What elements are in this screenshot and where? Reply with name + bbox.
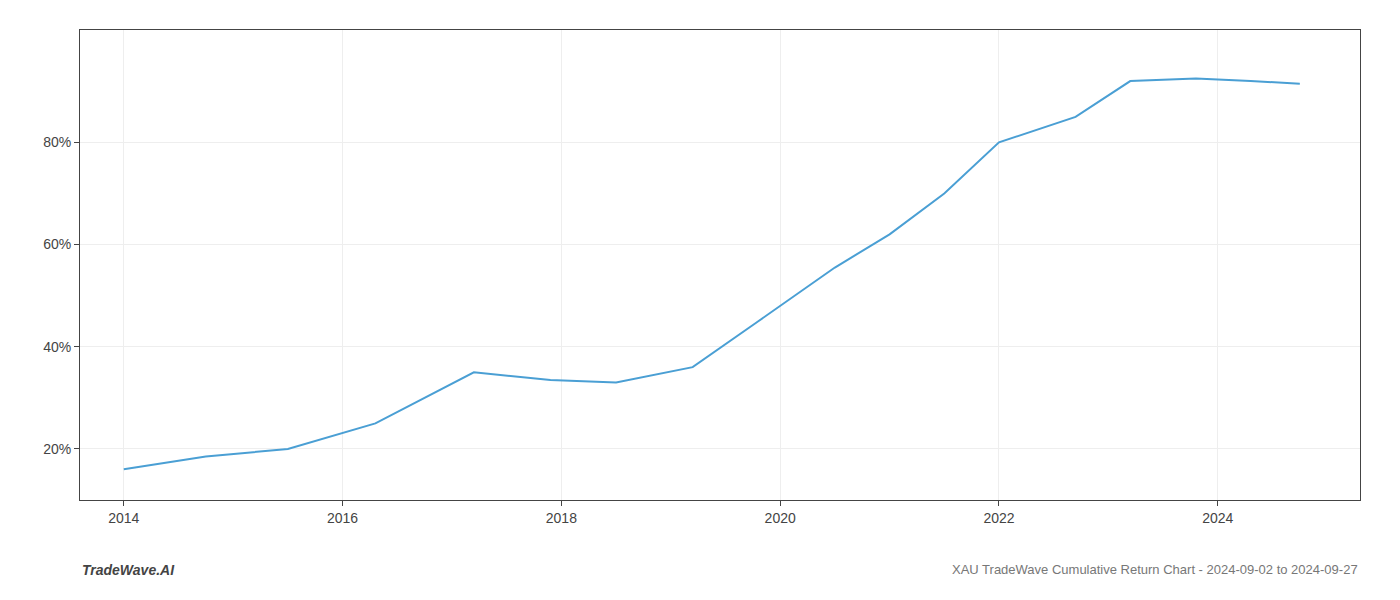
svg-text:2022: 2022 bbox=[983, 510, 1014, 526]
svg-text:2016: 2016 bbox=[327, 510, 358, 526]
svg-text:40%: 40% bbox=[43, 339, 71, 355]
svg-text:2024: 2024 bbox=[1202, 510, 1233, 526]
svg-text:TradeWave.AI: TradeWave.AI bbox=[82, 562, 175, 578]
svg-text:2020: 2020 bbox=[765, 510, 796, 526]
svg-text:2018: 2018 bbox=[546, 510, 577, 526]
svg-text:80%: 80% bbox=[43, 134, 71, 150]
svg-text:2014: 2014 bbox=[108, 510, 139, 526]
svg-text:20%: 20% bbox=[43, 441, 71, 457]
svg-text:60%: 60% bbox=[43, 236, 71, 252]
svg-text:XAU TradeWave Cumulative Retur: XAU TradeWave Cumulative Return Chart - … bbox=[952, 562, 1358, 577]
